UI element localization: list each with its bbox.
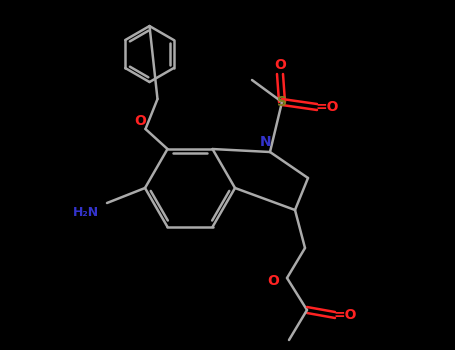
- Text: O: O: [267, 274, 279, 288]
- Text: O: O: [274, 58, 286, 72]
- Text: =O: =O: [333, 308, 357, 322]
- Text: O: O: [135, 114, 147, 128]
- Text: N: N: [260, 135, 272, 149]
- Text: H₂N: H₂N: [73, 206, 99, 219]
- Text: S: S: [277, 95, 287, 109]
- Text: =O: =O: [315, 100, 339, 114]
